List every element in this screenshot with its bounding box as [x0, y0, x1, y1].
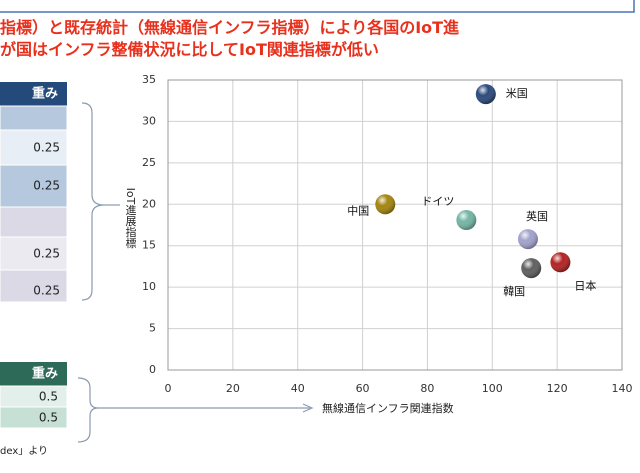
y-tick-label: 30 — [142, 114, 156, 127]
top-banner — [0, 0, 635, 13]
table-cell: 0.25 — [33, 141, 60, 155]
table-cell: 0.25 — [33, 247, 60, 261]
point-shine — [475, 84, 496, 105]
bracket — [81, 102, 105, 301]
heading-line: 指標）と既存統計（無線通信インフラ指標）により各国のIoT進 — [0, 18, 459, 37]
x-tick-label: 80 — [420, 382, 434, 395]
y-tick-label: 20 — [142, 197, 156, 210]
x-tick-label: 60 — [356, 382, 370, 395]
x-tick-label: 100 — [482, 382, 503, 395]
x-tick-label: 0 — [165, 382, 172, 395]
table-header: 重み — [32, 366, 58, 382]
bracket — [77, 377, 99, 443]
point-label: 韓国 — [503, 285, 525, 298]
point-label: 英国 — [526, 209, 548, 223]
y-axis-label: IoT進展指標 — [124, 188, 137, 249]
point-shine — [517, 229, 538, 250]
weight-table: 重み 0.25 0.25 0.25 0.25 — [0, 82, 68, 303]
x-tick-label: 120 — [547, 382, 568, 395]
point-shine — [521, 258, 542, 279]
x-tick-label: 140 — [612, 382, 633, 395]
table-cell: 0.25 — [33, 179, 60, 193]
heading-line: が国はインフラ整備状況に比してIoT関連指標が低い — [0, 40, 379, 59]
table-header: 重み — [32, 86, 58, 102]
x-axis-label: 無線通信インフラ関連指数 — [322, 401, 454, 415]
point-label: 米国 — [506, 87, 528, 100]
point-shine — [550, 252, 571, 273]
footnote: dex」より — [0, 445, 48, 457]
y-tick-label: 10 — [142, 280, 156, 293]
y-tick-label: 15 — [142, 239, 156, 252]
y-tick-label: 25 — [142, 156, 156, 169]
point-label: 日本 — [574, 278, 596, 292]
point-label: 中国 — [347, 204, 369, 217]
table-cell: 0.5 — [39, 390, 58, 404]
table-cell: 0.25 — [33, 284, 60, 298]
y-tick-label: 5 — [149, 322, 156, 335]
point-label: ドイツ — [421, 195, 454, 208]
x-tick-label: 40 — [291, 382, 305, 395]
table-cell: 0.5 — [39, 411, 58, 425]
x-tick-label: 20 — [226, 382, 240, 395]
plot-frame — [167, 79, 623, 371]
weight-table: 重み 0.5 0.5 — [0, 362, 68, 429]
y-tick-label: 35 — [142, 73, 156, 86]
point-shine — [456, 210, 477, 231]
y-tick-label: 0 — [149, 363, 156, 376]
point-shine — [375, 194, 396, 215]
arrow-head — [302, 403, 314, 413]
